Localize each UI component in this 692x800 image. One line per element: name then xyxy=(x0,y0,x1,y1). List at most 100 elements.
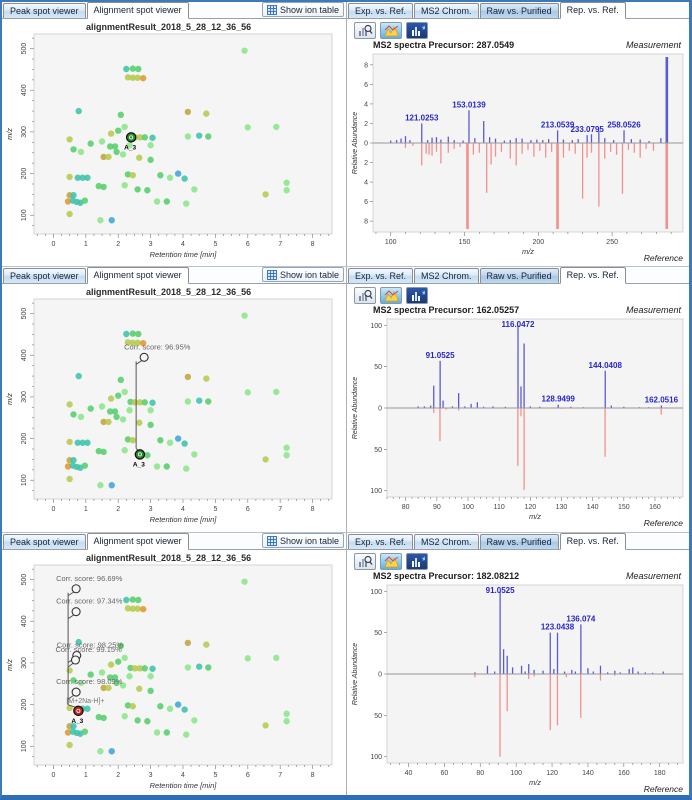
svg-text:1: 1 xyxy=(84,506,88,513)
svg-text:150: 150 xyxy=(618,504,630,511)
svg-text:4: 4 xyxy=(181,772,185,779)
svg-text:140: 140 xyxy=(582,770,594,777)
svg-text:A_3: A_3 xyxy=(124,144,136,151)
alignment-scatter-plot[interactable]: 0 1 2 3 4 5 6 7 8 Retention time [min] 100 200 300 40… xyxy=(2,32,347,266)
svg-text:Retention time [min]: Retention time [min] xyxy=(150,781,218,790)
svg-text:100: 100 xyxy=(462,504,474,511)
svg-text:5: 5 xyxy=(213,241,217,248)
right-tabstrip: Exp. vs. Ref. MS2 Chrom. Raw vs. Purified R… xyxy=(347,2,689,19)
svg-text:140: 140 xyxy=(587,504,599,511)
alignment-scatter-plot[interactable]: 0 1 2 3 4 5 6 7 8 Retention time [min] 100 200 300 40… xyxy=(2,563,347,797)
svg-text:100: 100 xyxy=(21,209,28,221)
chart-pin-button[interactable]: ★ xyxy=(406,552,428,570)
svg-text:2: 2 xyxy=(364,160,368,167)
tab-peak-spot-viewer[interactable]: Peak spot viewer xyxy=(3,534,86,549)
svg-text:4: 4 xyxy=(181,506,185,513)
svg-text:200: 200 xyxy=(532,239,544,246)
show-ion-table-button[interactable]: Show ion table xyxy=(261,267,344,282)
chart-zoom-button[interactable] xyxy=(354,21,376,39)
svg-text:130: 130 xyxy=(556,504,568,511)
svg-text:250: 250 xyxy=(606,239,618,246)
tab-rep-vs-ref[interactable]: Rep. vs. Ref. xyxy=(559,2,626,19)
svg-text:Relative Abundance: Relative Abundance xyxy=(352,377,359,440)
svg-text:Relative Abundance: Relative Abundance xyxy=(352,643,359,706)
chart-zoom-button[interactable] xyxy=(354,552,376,570)
chart-color-button[interactable] xyxy=(380,552,402,570)
tab-raw-vs-purified[interactable]: Raw vs. Purified xyxy=(479,3,559,18)
chart-color-button[interactable] xyxy=(380,21,402,39)
chart-zoom-button[interactable] xyxy=(354,286,376,304)
tab-ms2-chrom[interactable]: MS2 Chrom. xyxy=(414,3,479,18)
tab-exp-vs-ref[interactable]: Exp. vs. Ref. xyxy=(348,534,414,549)
svg-text:60: 60 xyxy=(441,770,449,777)
chart-zoom-icon xyxy=(358,555,373,567)
tab-ms2-chrom[interactable]: MS2 Chrom. xyxy=(414,534,479,549)
svg-text:5: 5 xyxy=(213,772,217,779)
tab-peak-spot-viewer[interactable]: Peak spot viewer xyxy=(3,3,86,18)
show-ion-table-button[interactable]: Show ion table xyxy=(261,533,344,548)
show-ion-table-label: Show ion table xyxy=(279,269,339,280)
svg-text:A_3: A_3 xyxy=(133,461,145,468)
show-ion-table-button[interactable]: Show ion table xyxy=(261,2,344,17)
svg-text:6: 6 xyxy=(246,241,250,248)
svg-text:Retention time [min]: Retention time [min] xyxy=(150,250,218,259)
ms2-mirror-plot[interactable]: 0 50 50 100 100 80 90 100 110 120 130 140 150 160 m/z R… xyxy=(347,317,689,529)
svg-text:4: 4 xyxy=(364,180,368,187)
svg-text:162.0516: 162.0516 xyxy=(645,396,679,405)
svg-text:500: 500 xyxy=(21,574,28,586)
svg-text:0: 0 xyxy=(51,772,55,779)
svg-text:★: ★ xyxy=(421,555,425,563)
tab-rep-vs-ref[interactable]: Rep. vs. Ref. xyxy=(559,533,626,550)
svg-text:m/z: m/z xyxy=(5,393,14,405)
tab-exp-vs-ref[interactable]: Exp. vs. Ref. xyxy=(348,268,414,283)
svg-text:Relative Abundance: Relative Abundance xyxy=(352,112,359,175)
svg-text:6: 6 xyxy=(246,772,250,779)
tab-ms2-chrom[interactable]: MS2 Chrom. xyxy=(414,268,479,283)
svg-text:300: 300 xyxy=(21,391,28,403)
svg-text:Corr. score: 96.69%: Corr. score: 96.69% xyxy=(56,574,123,583)
svg-text:500: 500 xyxy=(21,308,28,320)
chart-pin-button[interactable]: ★ xyxy=(406,21,428,39)
svg-text:128.9499: 128.9499 xyxy=(542,395,576,404)
svg-text:100: 100 xyxy=(385,239,397,246)
tab-alignment-spot-viewer[interactable]: Alignment spot viewer xyxy=(86,2,189,19)
alignment-spot-viewer-pane: Peak spot viewer Alignment spot viewer Sh… xyxy=(2,2,347,266)
svg-text:3: 3 xyxy=(149,772,153,779)
tab-peak-spot-viewer[interactable]: Peak spot viewer xyxy=(3,268,86,283)
ms2-mirror-plot[interactable]: 0 50 50 100 100 40 60 80 100 120 140 160 180 m/z Refer… xyxy=(347,583,689,795)
svg-text:100: 100 xyxy=(370,488,382,495)
ion-table-grid-icon xyxy=(266,4,277,15)
chart-color-icon xyxy=(383,24,398,36)
ms2-spectra-pane: Exp. vs. Ref. MS2 Chrom. Raw vs. Purified R… xyxy=(347,533,689,795)
tab-alignment-spot-viewer[interactable]: Alignment spot viewer xyxy=(86,267,189,284)
svg-text:258.0526: 258.0526 xyxy=(607,120,641,129)
svg-text:400: 400 xyxy=(21,84,28,96)
chart-color-icon xyxy=(383,289,398,301)
svg-text:50: 50 xyxy=(374,447,382,454)
chart-pin-button[interactable]: ★ xyxy=(406,286,428,304)
svg-text:80: 80 xyxy=(402,504,410,511)
ms2-mirror-plot[interactable]: 0 2 2 4 4 6 6 8 8 100 150 200 250 m/z Reference Relativ… xyxy=(347,52,689,264)
svg-text:213.0539: 213.0539 xyxy=(541,120,575,129)
svg-text:500: 500 xyxy=(21,43,28,55)
svg-text:200: 200 xyxy=(21,699,28,711)
svg-text:91.0525: 91.0525 xyxy=(486,586,515,595)
tab-raw-vs-purified[interactable]: Raw vs. Purified xyxy=(479,268,559,283)
svg-text:200: 200 xyxy=(21,433,28,445)
chart-color-button[interactable] xyxy=(380,286,402,304)
svg-text:m/z: m/z xyxy=(529,778,541,787)
svg-text:7: 7 xyxy=(278,506,282,513)
tab-exp-vs-ref[interactable]: Exp. vs. Ref. xyxy=(348,3,414,18)
svg-text:8: 8 xyxy=(364,62,368,69)
svg-text:7: 7 xyxy=(278,772,282,779)
show-ion-table-label: Show ion table xyxy=(279,4,339,15)
tab-rep-vs-ref[interactable]: Rep. vs. Ref. xyxy=(559,267,626,284)
chart-zoom-icon xyxy=(358,289,373,301)
tab-raw-vs-purified[interactable]: Raw vs. Purified xyxy=(479,534,559,549)
alignment-scatter-plot[interactable]: 0 1 2 3 4 5 6 7 8 Retention time [min] 100 200 300 40… xyxy=(2,297,347,531)
svg-text:m/z: m/z xyxy=(522,247,534,256)
tab-alignment-spot-viewer[interactable]: Alignment spot viewer xyxy=(86,533,189,550)
svg-text:110: 110 xyxy=(494,504,505,511)
svg-text:100: 100 xyxy=(21,740,28,752)
